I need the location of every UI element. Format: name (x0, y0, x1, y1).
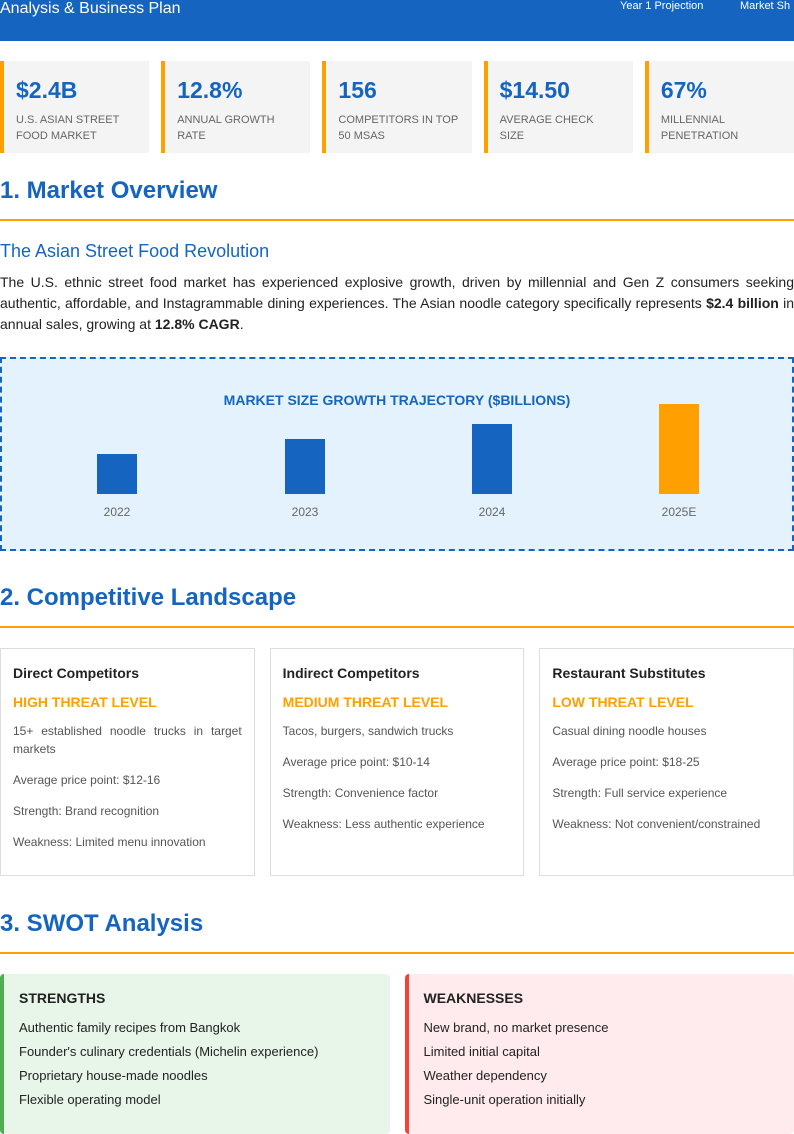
stat-card: $2.4B U.S. Asian Street Food Market (0, 61, 149, 153)
x-tick-label: 2024 (452, 505, 532, 519)
swot-item: Single-unit operation initially (424, 1092, 780, 1107)
competitor-cards: Direct Competitors HIGH THREAT LEVEL 15+ e… (0, 648, 794, 876)
swot-strengths: STRENGTHS Authentic family recipes from B… (0, 974, 390, 1134)
swot-item: Limited initial capital (424, 1044, 780, 1059)
x-tick-label: 2022 (77, 505, 157, 519)
threat-level: HIGH THREAT LEVEL (13, 694, 242, 710)
bar-2023 (285, 439, 325, 494)
section-title-swot: 3. SWOT Analysis (0, 910, 794, 954)
bold-text: $2.4 billion (706, 295, 779, 311)
nav-year1-projection[interactable]: Year 1 Projection (620, 0, 703, 13)
stat-value: 12.8% (177, 77, 298, 104)
x-tick-label: 2023 (265, 505, 345, 519)
market-paragraph: The U.S. ethnic street food market has e… (0, 272, 794, 335)
x-tick-label: 2025E (639, 505, 719, 519)
market-growth-chart: MARKET SIZE GROWTH TRAJECTORY ($BILLIONS… (0, 357, 794, 551)
section-title-competitive-landscape: 2. Competitive Landscape (0, 584, 794, 628)
swot-item: Flexible operating model (19, 1092, 375, 1107)
swot-title: STRENGTHS (19, 990, 375, 1006)
stat-card: $14.50 Average Check Size (484, 61, 633, 153)
card-title: Direct Competitors (13, 665, 242, 681)
card-item: Casual dining noodle houses (552, 722, 781, 740)
nav-market-share[interactable]: Market Sh (740, 0, 790, 13)
competitor-card: Direct Competitors HIGH THREAT LEVEL 15+ e… (0, 648, 255, 876)
card-title: Restaurant Substitutes (552, 665, 781, 681)
swot-grid: STRENGTHS Authentic family recipes from B… (0, 974, 794, 1134)
bold-text: 12.8% CAGR (155, 316, 240, 332)
swot-item: New brand, no market presence (424, 1020, 780, 1035)
swot-weaknesses: WEAKNESSES New brand, no market presence L… (405, 974, 794, 1134)
swot-item: Weather dependency (424, 1068, 780, 1083)
card-item: Average price point: $12-16 (13, 771, 242, 789)
stat-label: Competitors in Top 50 MSAs (338, 112, 459, 144)
bar-2025E (659, 404, 699, 494)
swot-item: Founder's culinary credentials (Michelin… (19, 1044, 375, 1059)
subsection-title: The Asian Street Food Revolution (0, 241, 794, 262)
doc-title: Analysis & Business Plan (0, 0, 181, 18)
card-item: Average price point: $18-25 (552, 753, 781, 771)
threat-level: MEDIUM THREAT LEVEL (283, 694, 512, 710)
stat-value: $2.4B (16, 77, 137, 104)
bar-2024 (472, 424, 512, 494)
header: Analysis & Business Plan Year 1 Projecti… (0, 0, 794, 41)
stat-label: Annual Growth Rate (177, 112, 298, 144)
stat-value: 156 (338, 77, 459, 104)
swot-item: Proprietary house-made noodles (19, 1068, 375, 1083)
card-item: Average price point: $10-14 (283, 753, 512, 771)
stat-label: Average Check Size (500, 112, 621, 144)
competitor-card: Restaurant Substitutes LOW THREAT LEVEL Ca… (539, 648, 794, 876)
threat-level: LOW THREAT LEVEL (552, 694, 781, 710)
stat-label: U.S. Asian Street Food Market (16, 112, 137, 144)
stat-card: 67% Millennial Penetration (645, 61, 794, 153)
card-item: Weakness: Less authentic experience (283, 815, 512, 833)
section-title-market-overview: 1. Market Overview (0, 177, 794, 221)
card-item: 15+ established noodle trucks in target … (13, 722, 242, 758)
text: The U.S. ethnic street food market has e… (0, 274, 794, 311)
competitor-card: Indirect Competitors MEDIUM THREAT LEVEL T… (270, 648, 525, 876)
card-item: Strength: Convenience factor (283, 784, 512, 802)
stat-value: 67% (661, 77, 782, 104)
stat-card: 12.8% Annual Growth Rate (161, 61, 310, 153)
stat-label: Millennial Penetration (661, 112, 782, 144)
stats-row: $2.4B U.S. Asian Street Food Market 12.8%… (0, 61, 794, 153)
bar-2022 (97, 454, 137, 494)
card-item: Strength: Brand recognition (13, 802, 242, 820)
card-item: Strength: Full service experience (552, 784, 781, 802)
stat-card: 156 Competitors in Top 50 MSAs (322, 61, 471, 153)
text: . (240, 316, 244, 332)
card-title: Indirect Competitors (283, 665, 512, 681)
card-item: Weakness: Not convenient/constrained (552, 815, 781, 833)
card-item: Tacos, burgers, sandwich trucks (283, 722, 512, 740)
swot-item: Authentic family recipes from Bangkok (19, 1020, 375, 1035)
card-item: Weakness: Limited menu innovation (13, 833, 242, 851)
swot-title: WEAKNESSES (424, 990, 780, 1006)
stat-value: $14.50 (500, 77, 621, 104)
